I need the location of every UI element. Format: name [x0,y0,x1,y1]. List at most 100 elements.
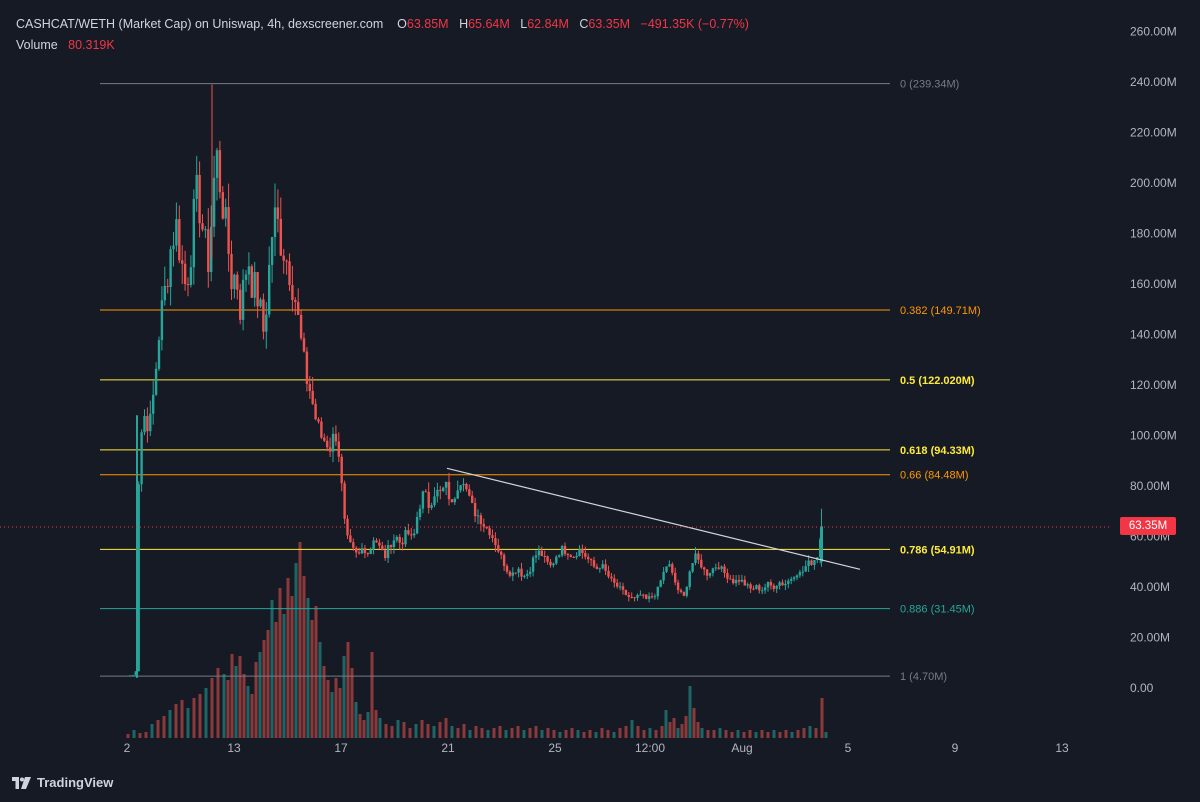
candle-body [210,226,213,272]
candle [210,205,213,282]
candle-body [642,594,645,596]
candle [250,264,253,298]
volume-bar [664,710,668,738]
candle-body [697,553,700,560]
volume-bar [754,732,758,738]
candle-body [766,582,770,588]
candle [444,481,448,496]
candle-body [340,456,343,484]
candle-body [299,314,303,339]
candle-body [578,548,581,556]
candle-series [128,84,823,678]
candle [795,574,799,581]
candle [401,537,404,551]
trendline[interactable] [446,467,861,570]
symbol-title[interactable]: CASHCAT/WETH (Market Cap) on Uniswap, 4h… [16,17,384,31]
volume-bar [528,728,532,738]
fib-level-label: 0.5 (122.020M) [900,375,975,387]
candle [218,140,222,199]
candle-body [218,150,222,193]
volume-bar [606,730,610,738]
candle-body [804,566,807,572]
volume-bar [266,630,270,738]
volume-bar [326,680,330,738]
volume-bar [648,728,652,738]
volume-bar [766,732,770,738]
candle-body [227,207,230,254]
volume-bar [334,678,338,738]
candle [729,574,732,580]
candle [381,541,384,551]
candle [749,582,752,593]
candle [613,574,616,588]
candle-body [398,536,401,543]
fib-level-label: 0 (239.34M) [900,79,959,91]
candle-body [140,432,143,485]
candle [146,407,149,443]
candle-body [587,556,590,560]
candle-body [711,568,715,574]
time-axis[interactable]: 2 13 17 21 25 12:00 Aug 5 9 13 [124,741,1069,755]
candle-body [236,274,239,290]
candle-body [595,566,599,569]
y-tick-label: 220.00M [1130,126,1177,140]
candle [192,189,195,285]
volume-bar [318,642,322,738]
candle [514,572,517,575]
candle-body [679,590,683,592]
candle-body [723,566,726,574]
candle [413,528,416,538]
candle [302,332,306,353]
volume-bar [286,578,290,738]
candle [531,555,535,577]
candle [621,582,625,595]
candle [320,417,323,440]
candle-body [131,675,135,677]
candle [639,590,642,596]
candle-body [598,568,601,570]
candle [572,555,575,558]
candle [502,552,506,571]
candle-body [262,299,265,332]
candle [215,147,219,201]
candle [494,532,497,553]
volume-bar [180,700,184,738]
candle-body [618,586,622,588]
candle-body [729,578,732,580]
volume-bar [186,708,190,738]
candle [766,581,770,592]
volume-bar [474,726,478,738]
volume-bar [564,730,568,738]
candle [682,591,686,597]
volume-bar [126,734,130,738]
candle-body [389,545,393,548]
volume-bar [192,698,196,738]
candle-body [497,545,500,552]
volume-bar [790,732,794,738]
tradingview-brand[interactable]: TradingView [12,775,113,790]
candle [152,380,155,425]
candle-body [755,585,758,589]
volume-bar [498,726,502,738]
candle [479,512,483,532]
candle [247,252,251,285]
candle [172,231,175,267]
x-tick-label: 12:00 [635,741,665,755]
candle [508,570,512,578]
candle-body [444,481,448,488]
candle [642,593,645,599]
volume-bar [358,714,362,738]
candle-body [810,560,813,565]
candle [410,528,413,540]
volume-bar [174,704,178,738]
fibonacci-levels[interactable]: 0 (239.34M) 0.382 (149.71M) 0.5 (122.020M)… [100,79,981,683]
candle [181,245,184,285]
candle-body [430,505,433,508]
price-axis[interactable]: 260.00M 240.00M 220.00M 200.00M 180.00M 160.0… [1130,25,1177,696]
candle-body [143,415,146,433]
candle [720,565,723,572]
candle-body [366,552,369,555]
x-tick-label: 13 [1055,741,1069,755]
candle [717,561,720,570]
